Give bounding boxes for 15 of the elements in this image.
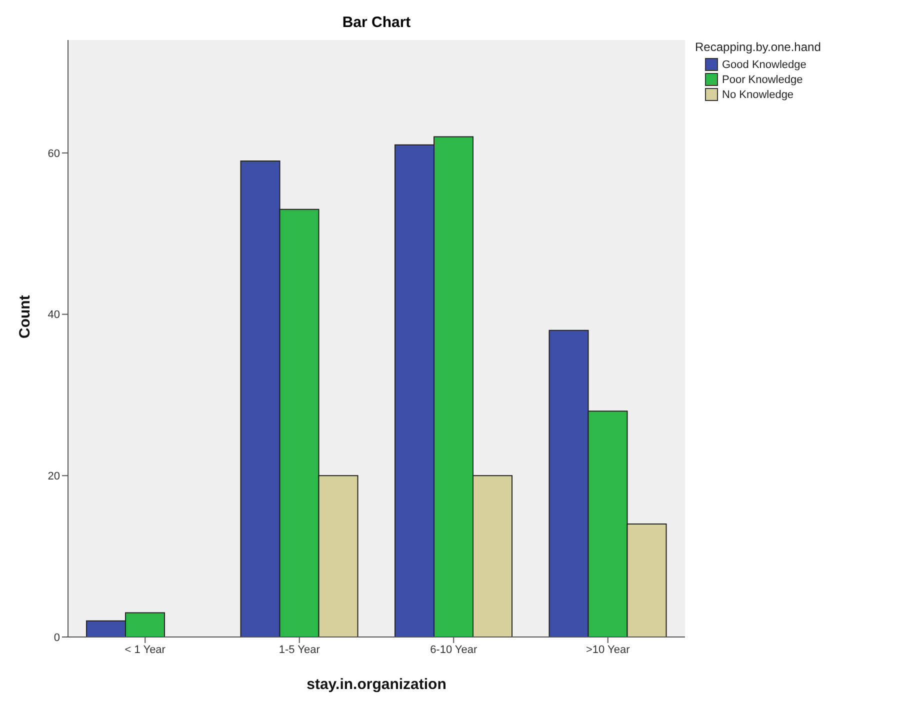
y-axis-title: Count	[16, 295, 34, 338]
y-tick-label: 40	[48, 309, 60, 322]
legend-label: Poor Knowledge	[721, 73, 804, 86]
x-tick-label: 1-5 Year	[278, 644, 320, 656]
legend-label: No Knowledge	[721, 88, 795, 101]
y-tick-label: 0	[54, 632, 60, 644]
legend-label: Good Knowledge	[721, 58, 808, 71]
y-tick-label: 20	[48, 470, 60, 483]
x-tick-label: 6-10 Year	[430, 644, 478, 656]
legend-title: Recapping.by.one.hand	[695, 40, 822, 54]
x-axis-title: stay.in.organization	[306, 676, 446, 693]
x-tick-label: >10 Year	[586, 644, 630, 656]
y-tick-label: 60	[48, 148, 60, 160]
x-tick-label: < 1 Year	[124, 644, 166, 656]
chart-title: Bar Chart	[341, 14, 412, 31]
